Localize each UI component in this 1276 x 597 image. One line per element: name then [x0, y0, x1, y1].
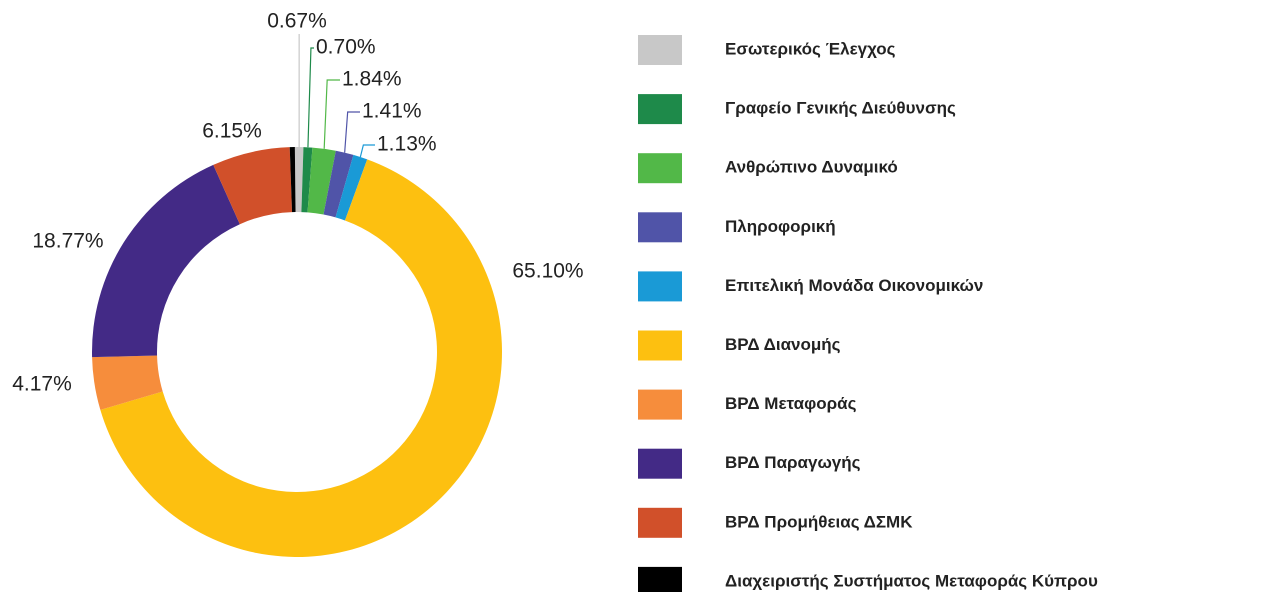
legend-label: Εσωτερικός Έλεγχος — [725, 39, 896, 58]
legend-swatch — [638, 153, 682, 184]
data-label: 0.67% — [267, 10, 327, 33]
donut-slice — [213, 147, 293, 225]
donut-slice — [307, 147, 336, 215]
leader-line — [323, 79, 340, 149]
donut-slice — [323, 150, 354, 218]
legend-label: Διαχειριστής Συστήματος Μεταφοράς Κύπρου — [725, 571, 1098, 590]
data-label: 1.13% — [377, 133, 437, 156]
legend-label: Επιτελική Μονάδα Οικονομικών — [725, 276, 983, 295]
donut-slice — [294, 147, 304, 213]
donut-slice — [92, 355, 163, 410]
data-label: 4.17% — [12, 373, 72, 396]
leader-line — [359, 144, 375, 158]
data-label: 6.15% — [202, 120, 262, 143]
donut-slice — [92, 164, 240, 358]
legend-swatch — [638, 271, 682, 302]
donut-slice — [335, 154, 368, 221]
legend-swatch — [638, 566, 682, 597]
legend-swatch — [638, 35, 682, 65]
legend-label: Πληροφορική — [725, 217, 836, 236]
legend-swatch — [638, 330, 682, 361]
legend-label: ΒΡΔ Προμήθειας ΔΣΜΚ — [725, 512, 913, 531]
leader-line — [344, 111, 360, 153]
legend-swatch — [638, 94, 682, 125]
donut-slice — [100, 159, 503, 557]
legend-swatch — [638, 448, 682, 479]
legend-swatch — [638, 389, 682, 420]
data-label: 0.70% — [316, 36, 376, 59]
legend-label: Ανθρώπινο Δυναμικό — [725, 158, 898, 177]
data-label: 65.10% — [512, 260, 583, 283]
legend-label: ΒΡΔ Μεταφοράς — [725, 394, 857, 413]
legend-label: ΒΡΔ Παραγωγής — [725, 453, 861, 472]
data-label: 1.84% — [342, 68, 402, 91]
donut-slice — [289, 147, 296, 213]
legend-label: Γραφείο Γενικής Διεύθυνσης — [725, 99, 956, 118]
donut-slice — [301, 147, 313, 213]
leader-line — [307, 47, 314, 148]
data-label: 18.77% — [32, 230, 103, 253]
legend-swatch — [638, 212, 682, 243]
legend-swatch — [638, 507, 682, 538]
data-label: 1.41% — [362, 100, 422, 123]
legend-label: ΒΡΔ Διανομής — [725, 335, 841, 354]
